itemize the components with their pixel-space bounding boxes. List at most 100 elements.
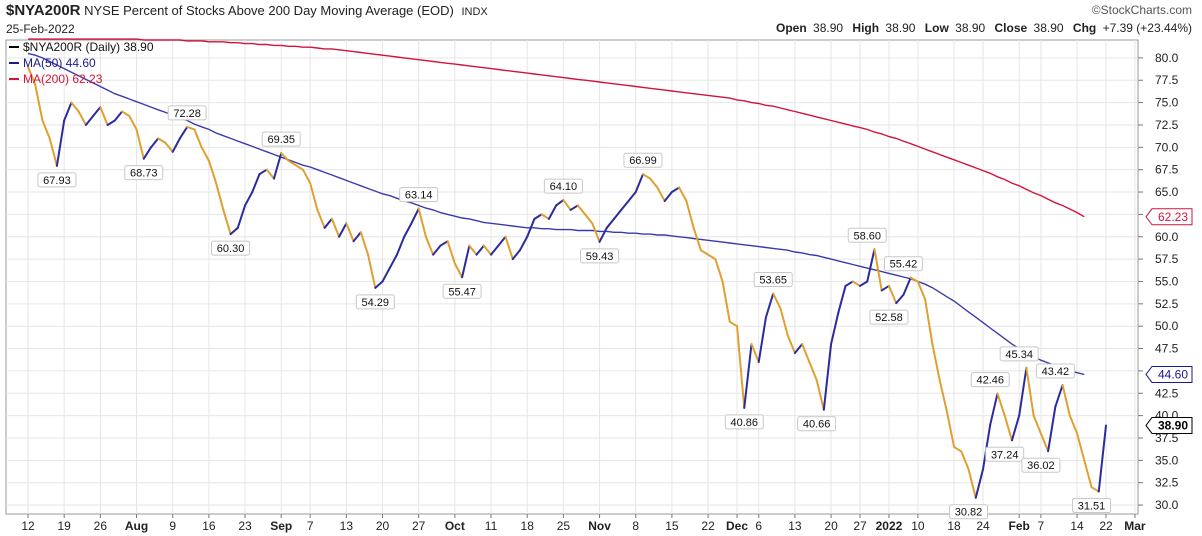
annotation-label: 66.99: [629, 155, 657, 167]
x-tick-label: 27: [853, 519, 867, 533]
price-segment: [164, 141, 174, 153]
price-segment: [576, 204, 587, 216]
x-tick-label: Nov: [588, 519, 611, 533]
annotation-label: 55.47: [448, 286, 476, 298]
price-segment: [830, 311, 840, 346]
x-tick-label: 15: [665, 519, 679, 533]
price-segment: [432, 244, 442, 256]
price-segment: [294, 164, 304, 171]
annotation-label: 54.29: [362, 297, 390, 309]
y-tick-label: 37.5: [1155, 431, 1179, 445]
price-segment: [989, 392, 999, 426]
price-segment: [142, 146, 152, 160]
annotation-box: [37, 172, 77, 188]
y-tick-label: 32.5: [1155, 476, 1179, 490]
open-label: Open: [776, 21, 807, 35]
annotation-label: 53.65: [759, 275, 787, 287]
price-segment: [1003, 414, 1013, 442]
price-segment: [128, 115, 138, 131]
y-tick-label: 75.0: [1155, 96, 1179, 110]
brand-label: ©StockCharts.com: [1091, 3, 1192, 17]
price-segment: [287, 159, 297, 167]
price-segment: [562, 199, 572, 211]
price-segment: [931, 343, 941, 381]
price-segment: [736, 325, 746, 409]
price-segment: [330, 217, 341, 238]
price-segment: [395, 235, 406, 256]
price-segment: [439, 240, 449, 247]
price-tag: [1145, 416, 1193, 434]
x-tick-label: 19: [57, 519, 71, 533]
annotation-box: [124, 165, 164, 181]
y-tick-label: 60.0: [1155, 230, 1179, 244]
price-segment: [909, 276, 919, 283]
price-segment: [779, 307, 789, 337]
price-segment: [222, 208, 232, 236]
price-segment: [309, 182, 319, 211]
price-segment: [113, 110, 124, 122]
x-tick-label: 25: [557, 519, 571, 533]
price-segment: [403, 222, 413, 238]
open-value: 38.90: [813, 21, 844, 35]
close-value: 38.90: [1033, 21, 1064, 35]
x-tick-label: 26: [94, 519, 108, 533]
price-segment: [497, 235, 507, 247]
x-tick-label: 20: [824, 519, 838, 533]
close-label: Close: [994, 21, 1028, 35]
price-segment: [63, 101, 73, 122]
price-segment: [533, 213, 543, 220]
ma50-line: [27, 52, 1085, 376]
price-segment: [634, 173, 644, 194]
price-tag: [1145, 365, 1193, 383]
exchange: INDX: [461, 6, 488, 18]
annotation-label: 58.60: [853, 230, 881, 242]
price-segment: [699, 249, 710, 256]
price-segment: [1083, 459, 1093, 489]
annotation-box: [724, 414, 764, 430]
price-segment: [461, 244, 471, 279]
x-tick-label: Dec: [726, 519, 748, 533]
plot-frame: [5, 39, 1139, 515]
annotation-box: [399, 187, 439, 203]
x-tick-label: Mar: [1124, 519, 1146, 533]
annotation-label: 40.66: [803, 419, 831, 431]
price-segment: [945, 410, 956, 448]
y-tick-label: 80.0: [1155, 51, 1179, 65]
annotation-box: [970, 372, 1010, 388]
price-segment: [866, 248, 876, 283]
x-tick-label: 14: [1070, 519, 1084, 533]
annotation-box: [442, 283, 482, 299]
y-tick-label: 67.5: [1155, 163, 1179, 177]
price-segment: [410, 207, 420, 225]
price-segment: [468, 244, 478, 256]
chg-label: Chg: [1072, 21, 1097, 35]
annotation-box: [949, 504, 989, 520]
price-segment: [207, 159, 218, 185]
price-segment: [92, 106, 102, 118]
high-label: High: [852, 21, 880, 35]
annotation-box: [869, 309, 909, 325]
y-tick-label: 42.5: [1155, 386, 1179, 400]
price-segment: [186, 125, 196, 131]
x-tick-label: Sep: [270, 519, 292, 533]
annotation-label: 36.02: [1027, 460, 1055, 472]
price-segment: [229, 226, 239, 236]
annotation-box: [797, 416, 837, 432]
x-tick-label: 16: [202, 519, 216, 533]
x-tick-label: 18: [521, 519, 535, 533]
price-segment: [251, 173, 261, 194]
price-segment: [1025, 366, 1035, 417]
price-segment: [880, 284, 890, 292]
price-segment: [1068, 414, 1079, 435]
price-segment: [649, 177, 659, 189]
price-segment: [518, 235, 529, 252]
price-segment: [149, 137, 160, 149]
y-tick-label: 35.0: [1155, 453, 1179, 467]
price-segment: [367, 253, 377, 289]
price-segment: [815, 378, 825, 411]
annotation-box: [1021, 457, 1061, 473]
price-segment: [446, 240, 456, 265]
annotation-label: 72.28: [173, 108, 201, 120]
annotation-label: 55.42: [890, 259, 918, 271]
